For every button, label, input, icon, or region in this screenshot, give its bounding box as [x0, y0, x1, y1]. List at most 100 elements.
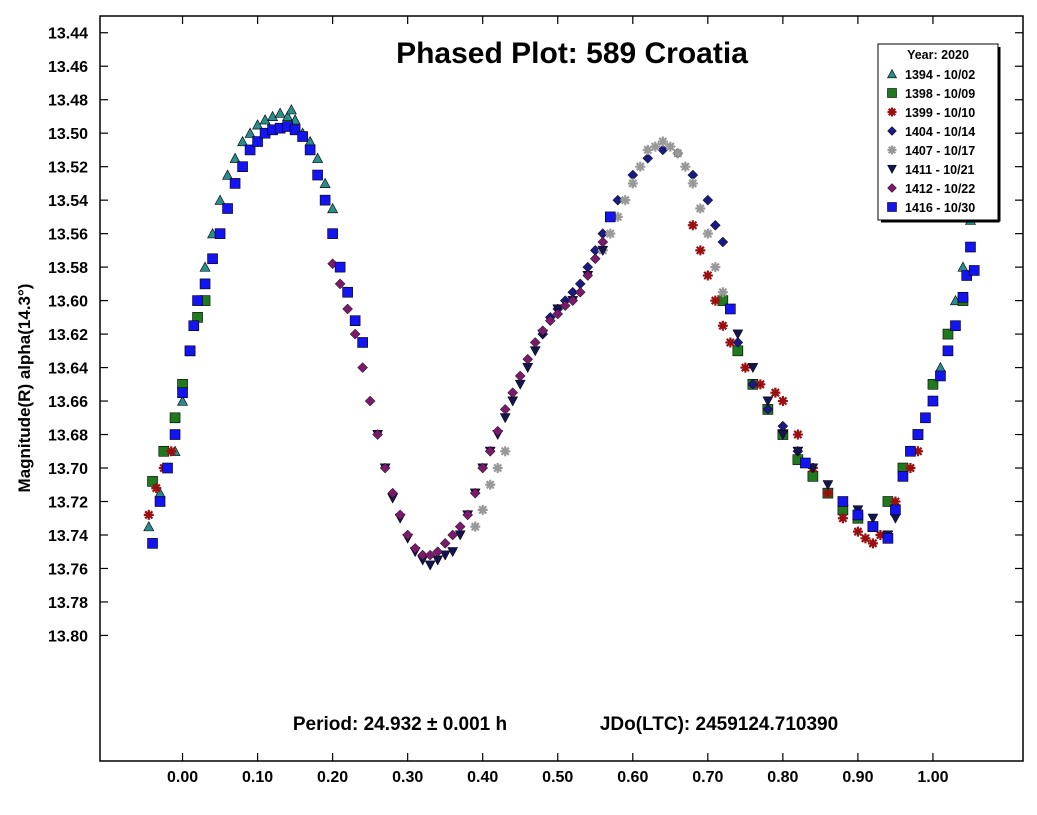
- data-point: [935, 370, 946, 382]
- data-point: [312, 169, 323, 181]
- data-point: [747, 378, 759, 390]
- legend-entry: 1416 - 10/30: [905, 201, 975, 215]
- data-point: [147, 538, 158, 549]
- data-point: [289, 124, 301, 136]
- data-point: [259, 114, 271, 125]
- data-point: [214, 228, 226, 239]
- data-point: [635, 161, 646, 172]
- data-point: [770, 387, 781, 398]
- data-point: [492, 463, 503, 474]
- data-point: [199, 278, 211, 290]
- data-point: [454, 521, 466, 532]
- x-tick-label: 0.20: [317, 769, 348, 786]
- data-point: [349, 315, 361, 326]
- data-point: [792, 446, 804, 457]
- y-tick-label: 13.68: [48, 428, 88, 445]
- legend-entry: 1398 - 10/09: [905, 87, 975, 101]
- data-point: [469, 487, 481, 499]
- data-point: [762, 404, 774, 415]
- data-point: [169, 429, 181, 440]
- data-point: [680, 161, 691, 172]
- data-point: [492, 425, 504, 437]
- data-point: [687, 178, 698, 189]
- data-point: [439, 538, 451, 549]
- legend-entry: 1407 - 10/17: [905, 144, 975, 158]
- data-point: [319, 177, 331, 188]
- legend-entry: 1404 - 10/14: [905, 125, 975, 139]
- data-point: [725, 303, 736, 315]
- data-point: [166, 446, 177, 457]
- data-point: [282, 110, 294, 121]
- legend-entry: 1399 - 10/10: [905, 106, 975, 120]
- data-point: [529, 337, 541, 348]
- data-point: [942, 345, 954, 357]
- data-point: [499, 404, 511, 415]
- y-tick-label: 13.58: [48, 260, 88, 277]
- data-point: [214, 194, 226, 205]
- data-point: [522, 353, 534, 365]
- data-point: [710, 295, 721, 306]
- data-point: [237, 161, 248, 172]
- y-tick-label: 13.62: [48, 327, 88, 344]
- x-tick-label: 0.30: [392, 769, 423, 786]
- y-tick-label: 13.74: [48, 528, 88, 545]
- data-point: [920, 412, 931, 424]
- data-point: [267, 110, 279, 121]
- data-point: [905, 463, 916, 474]
- data-point: [968, 265, 980, 276]
- data-point: [605, 228, 616, 239]
- data-point: [409, 543, 421, 554]
- x-tick-label: 0.50: [542, 769, 573, 786]
- data-point: [642, 144, 653, 155]
- y-tick-label: 13.48: [48, 93, 88, 110]
- y-tick-label: 13.78: [48, 595, 88, 612]
- data-point: [665, 141, 676, 152]
- data-point: [169, 412, 181, 424]
- data-point: [188, 320, 200, 332]
- data-point: [222, 169, 234, 180]
- data-point: [552, 308, 564, 320]
- data-point: [650, 141, 661, 152]
- data-point: [229, 152, 241, 163]
- data-point: [702, 228, 713, 239]
- data-point: [582, 270, 594, 281]
- data-point: [875, 529, 886, 540]
- y-tick-label: 13.70: [48, 461, 88, 478]
- data-point: [334, 261, 346, 273]
- x-tick-label: 0.40: [467, 769, 498, 786]
- series-7: [147, 121, 980, 549]
- data-points: [143, 104, 980, 571]
- x-tick-label: 0.80: [767, 769, 798, 786]
- data-point: [725, 337, 736, 348]
- data-point: [559, 300, 571, 311]
- data-point: [177, 395, 189, 406]
- legend-marker: [887, 88, 897, 98]
- data-point: [867, 538, 878, 549]
- data-point: [207, 253, 218, 265]
- data-point: [447, 547, 459, 558]
- data-point: [762, 396, 774, 407]
- data-point: [244, 127, 256, 138]
- data-point: [394, 509, 406, 521]
- data-point: [199, 261, 211, 272]
- data-point: [432, 546, 444, 558]
- data-point: [222, 203, 233, 214]
- data-point: [537, 325, 549, 337]
- legend-entry: 1394 - 10/02: [905, 68, 975, 82]
- x-tick-label: 0.00: [167, 769, 198, 786]
- data-point: [252, 136, 263, 147]
- data-point: [424, 549, 436, 561]
- legend-marker: [887, 202, 897, 212]
- data-point: [597, 236, 609, 248]
- legend-box: [877, 43, 999, 221]
- data-point: [364, 395, 376, 407]
- data-point: [372, 429, 384, 440]
- data-point: [297, 131, 308, 142]
- x-tick-label: 0.60: [617, 769, 648, 786]
- data-point: [709, 219, 721, 231]
- data-point: [890, 496, 901, 507]
- data-point: [544, 315, 556, 327]
- y-axis: 13.44 13.46 13.48 13.50 13.52 13.54 13.56 13.58…: [48, 26, 1023, 645]
- legend-marker: [886, 68, 898, 79]
